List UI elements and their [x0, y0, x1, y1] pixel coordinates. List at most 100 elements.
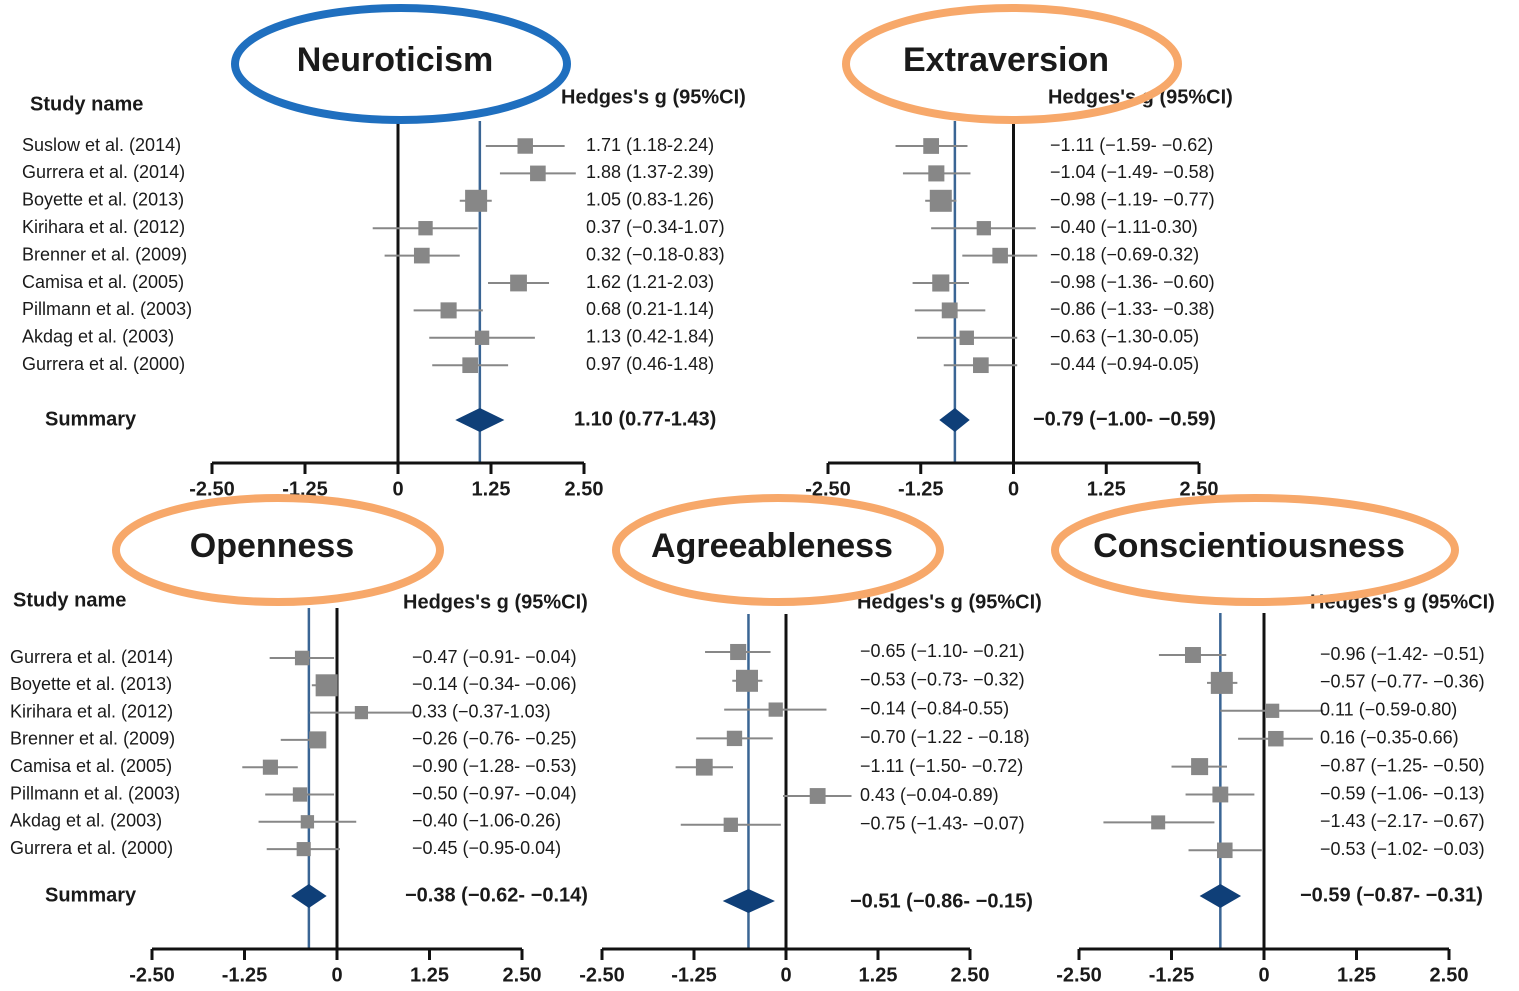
- conscientiousness-effect-label: −1.43 (−2.17- −0.67): [1320, 811, 1485, 831]
- openness-effect-label: 0.33 (−0.37-1.03): [412, 701, 551, 721]
- neuroticism-summary-diamond: [455, 408, 505, 432]
- neuroticism-effect-label: 1.05 (0.83-1.26): [586, 190, 714, 210]
- agreeableness-effect-marker: [809, 788, 826, 804]
- agreeableness-effect-label: −0.14 (−0.84-0.55): [860, 698, 1009, 718]
- openness-effect-label: −0.45 (−0.95-0.04): [412, 838, 561, 858]
- openness-summary-diamond: [291, 884, 327, 908]
- neuroticism-effect-marker: [440, 302, 457, 319]
- agreeableness-summary-diamond: [722, 889, 775, 913]
- neuroticism-effect-label: 0.68 (0.21-1.14): [586, 299, 714, 319]
- extraversion-effect-label: −0.98 (−1.36- −0.60): [1050, 272, 1215, 292]
- neuroticism-study-name: Brenner et al. (2009): [22, 244, 187, 264]
- agreeableness-effect-label: −0.70 (−1.22 - −0.18): [860, 727, 1030, 747]
- extraversion-summary-diamond: [939, 408, 970, 432]
- neuroticism-title: Neuroticism: [297, 41, 494, 79]
- extraversion-effect-label: −0.63 (−1.30-0.05): [1050, 327, 1199, 347]
- extraversion-title: Extraversion: [903, 41, 1109, 79]
- extraversion-effect-marker: [941, 302, 958, 319]
- neuroticism-study-name: Kirihara et al. (2012): [22, 217, 185, 237]
- conscientiousness-effect-label: 0.16 (−0.35-0.66): [1320, 727, 1459, 747]
- extraversion-summary-value: −0.79 (−1.00- −0.59): [1033, 408, 1216, 430]
- agreeableness-x-tick-label: 0: [780, 964, 791, 986]
- extraversion-effect-marker: [923, 138, 940, 154]
- conscientiousness-effect-label: −0.59 (−1.06- −0.13): [1320, 783, 1485, 803]
- agreeableness-effect-label: −0.65 (−1.10- −0.21): [860, 641, 1025, 661]
- openness-study-name: Pillmann et al. (2003): [10, 783, 180, 803]
- agreeableness-x-tick-label: 1.25: [859, 964, 898, 986]
- neuroticism-effect-label: 1.71 (1.18-2.24): [586, 135, 714, 155]
- neuroticism-effect-label: 1.62 (1.21-2.03): [586, 272, 714, 292]
- neuroticism-effect-marker: [510, 274, 527, 292]
- openness-effect-label: −0.40 (−1.06-0.26): [412, 811, 561, 831]
- extraversion-effect-marker: [932, 274, 950, 292]
- conscientiousness-effect-marker: [1151, 815, 1166, 830]
- neuroticism-study-name: Akdag et al. (2003): [22, 327, 174, 347]
- extraversion-effect-label: −0.86 (−1.33- −0.38): [1050, 299, 1215, 319]
- conscientiousness-effect-marker: [1210, 671, 1233, 694]
- extraversion-effect-marker: [928, 165, 945, 182]
- openness-summary-label: Summary: [45, 884, 137, 906]
- agreeableness-effect-label: −1.11 (−1.50- −0.72): [860, 756, 1023, 776]
- extraversion-effect-label: −0.40 (−1.11-0.30): [1050, 217, 1198, 237]
- neuroticism-header-effect: Hedges's g (95%CI): [561, 86, 746, 108]
- openness-x-tick-label: 0: [331, 964, 342, 986]
- agreeableness-x-tick-label: -1.25: [671, 964, 717, 986]
- neuroticism-study-name: Boyette et al. (2013): [22, 190, 184, 210]
- openness-summary-value: −0.38 (−0.62- −0.14): [405, 884, 588, 906]
- agreeableness-effect-marker: [726, 730, 743, 747]
- extraversion-effect-label: −1.04 (−1.49- −0.58): [1050, 162, 1215, 182]
- neuroticism-effect-label: 1.13 (0.42-1.84): [586, 327, 714, 347]
- neuroticism-effect-label: 1.88 (1.37-2.39): [586, 162, 714, 182]
- neuroticism-effect-marker: [465, 189, 488, 212]
- extraversion-effect-label: −0.98 (−1.19- −0.77): [1050, 190, 1215, 210]
- neuroticism-study-name: Gurrera et al. (2014): [22, 162, 185, 182]
- neuroticism-x-tick-label: 0: [392, 478, 403, 500]
- neuroticism-study-name: Pillmann et al. (2003): [22, 299, 192, 319]
- conscientiousness-effect-label: −0.53 (−1.02- −0.03): [1320, 839, 1485, 859]
- conscientiousness-effect-label: −0.87 (−1.25- −0.50): [1320, 755, 1485, 775]
- openness-study-name: Kirihara et al. (2012): [10, 701, 173, 721]
- neuroticism-summary-label: Summary: [45, 408, 137, 430]
- extraversion-effect-marker: [929, 189, 952, 212]
- openness-study-name: Gurrera et al. (2014): [10, 647, 173, 667]
- openness-study-name: Boyette et al. (2013): [10, 674, 172, 694]
- agreeableness-effect-marker: [735, 669, 758, 692]
- neuroticism-effect-marker: [474, 330, 490, 345]
- agreeableness-x-tick-label: 2.50: [951, 964, 990, 986]
- openness-effect-label: −0.50 (−0.97- −0.04): [412, 783, 577, 803]
- agreeableness-effect-marker: [768, 702, 783, 717]
- neuroticism-effect-marker: [530, 165, 546, 182]
- neuroticism-highlight-ellipse: [231, 4, 571, 124]
- neuroticism-study-name: Camisa et al. (2005): [22, 272, 184, 292]
- conscientiousness-highlight-ellipse: [1051, 494, 1459, 606]
- openness-effect-label: −0.90 (−1.28- −0.53): [412, 756, 577, 776]
- openness-effect-marker: [262, 759, 278, 775]
- neuroticism-x-tick-label: 2.50: [565, 478, 604, 500]
- openness-effect-marker: [292, 787, 308, 802]
- agreeableness-title: Agreeableness: [651, 527, 893, 565]
- openness-study-name: Camisa et al. (2005): [10, 756, 172, 776]
- conscientiousness-effect-marker: [1265, 703, 1280, 718]
- openness-title: Openness: [190, 527, 354, 565]
- openness-study-name: Gurrera et al. (2000): [10, 838, 173, 858]
- conscientiousness-effect-label: 0.11 (−0.59-0.80): [1320, 700, 1457, 720]
- openness-x-tick-label: -1.25: [222, 964, 268, 986]
- extraversion-effect-marker: [992, 247, 1008, 264]
- openness-x-tick-label: -2.50: [129, 964, 175, 986]
- openness-effect-marker: [315, 674, 338, 697]
- conscientiousness-x-tick-label: 1.25: [1337, 964, 1376, 986]
- agreeableness-highlight-ellipse: [612, 494, 944, 606]
- neuroticism-effect-label: 0.32 (−0.18-0.83): [586, 244, 725, 264]
- openness-header-study: Study name: [13, 589, 126, 611]
- openness-highlight-ellipse: [112, 494, 444, 606]
- neuroticism-study-name: Gurrera et al. (2000): [22, 354, 185, 374]
- conscientiousness-x-tick-label: 2.50: [1430, 964, 1469, 986]
- openness-effect-marker: [294, 650, 310, 666]
- extraversion-effect-label: −0.18 (−0.69-0.32): [1050, 244, 1199, 264]
- neuroticism-effect-marker: [413, 247, 430, 264]
- openness-x-tick-label: 1.25: [410, 964, 449, 986]
- neuroticism-effect-marker: [517, 138, 533, 154]
- neuroticism-summary-value: 1.10 (0.77-1.43): [574, 408, 716, 430]
- agreeableness-effect-label: 0.43 (−0.04-0.89): [860, 785, 999, 805]
